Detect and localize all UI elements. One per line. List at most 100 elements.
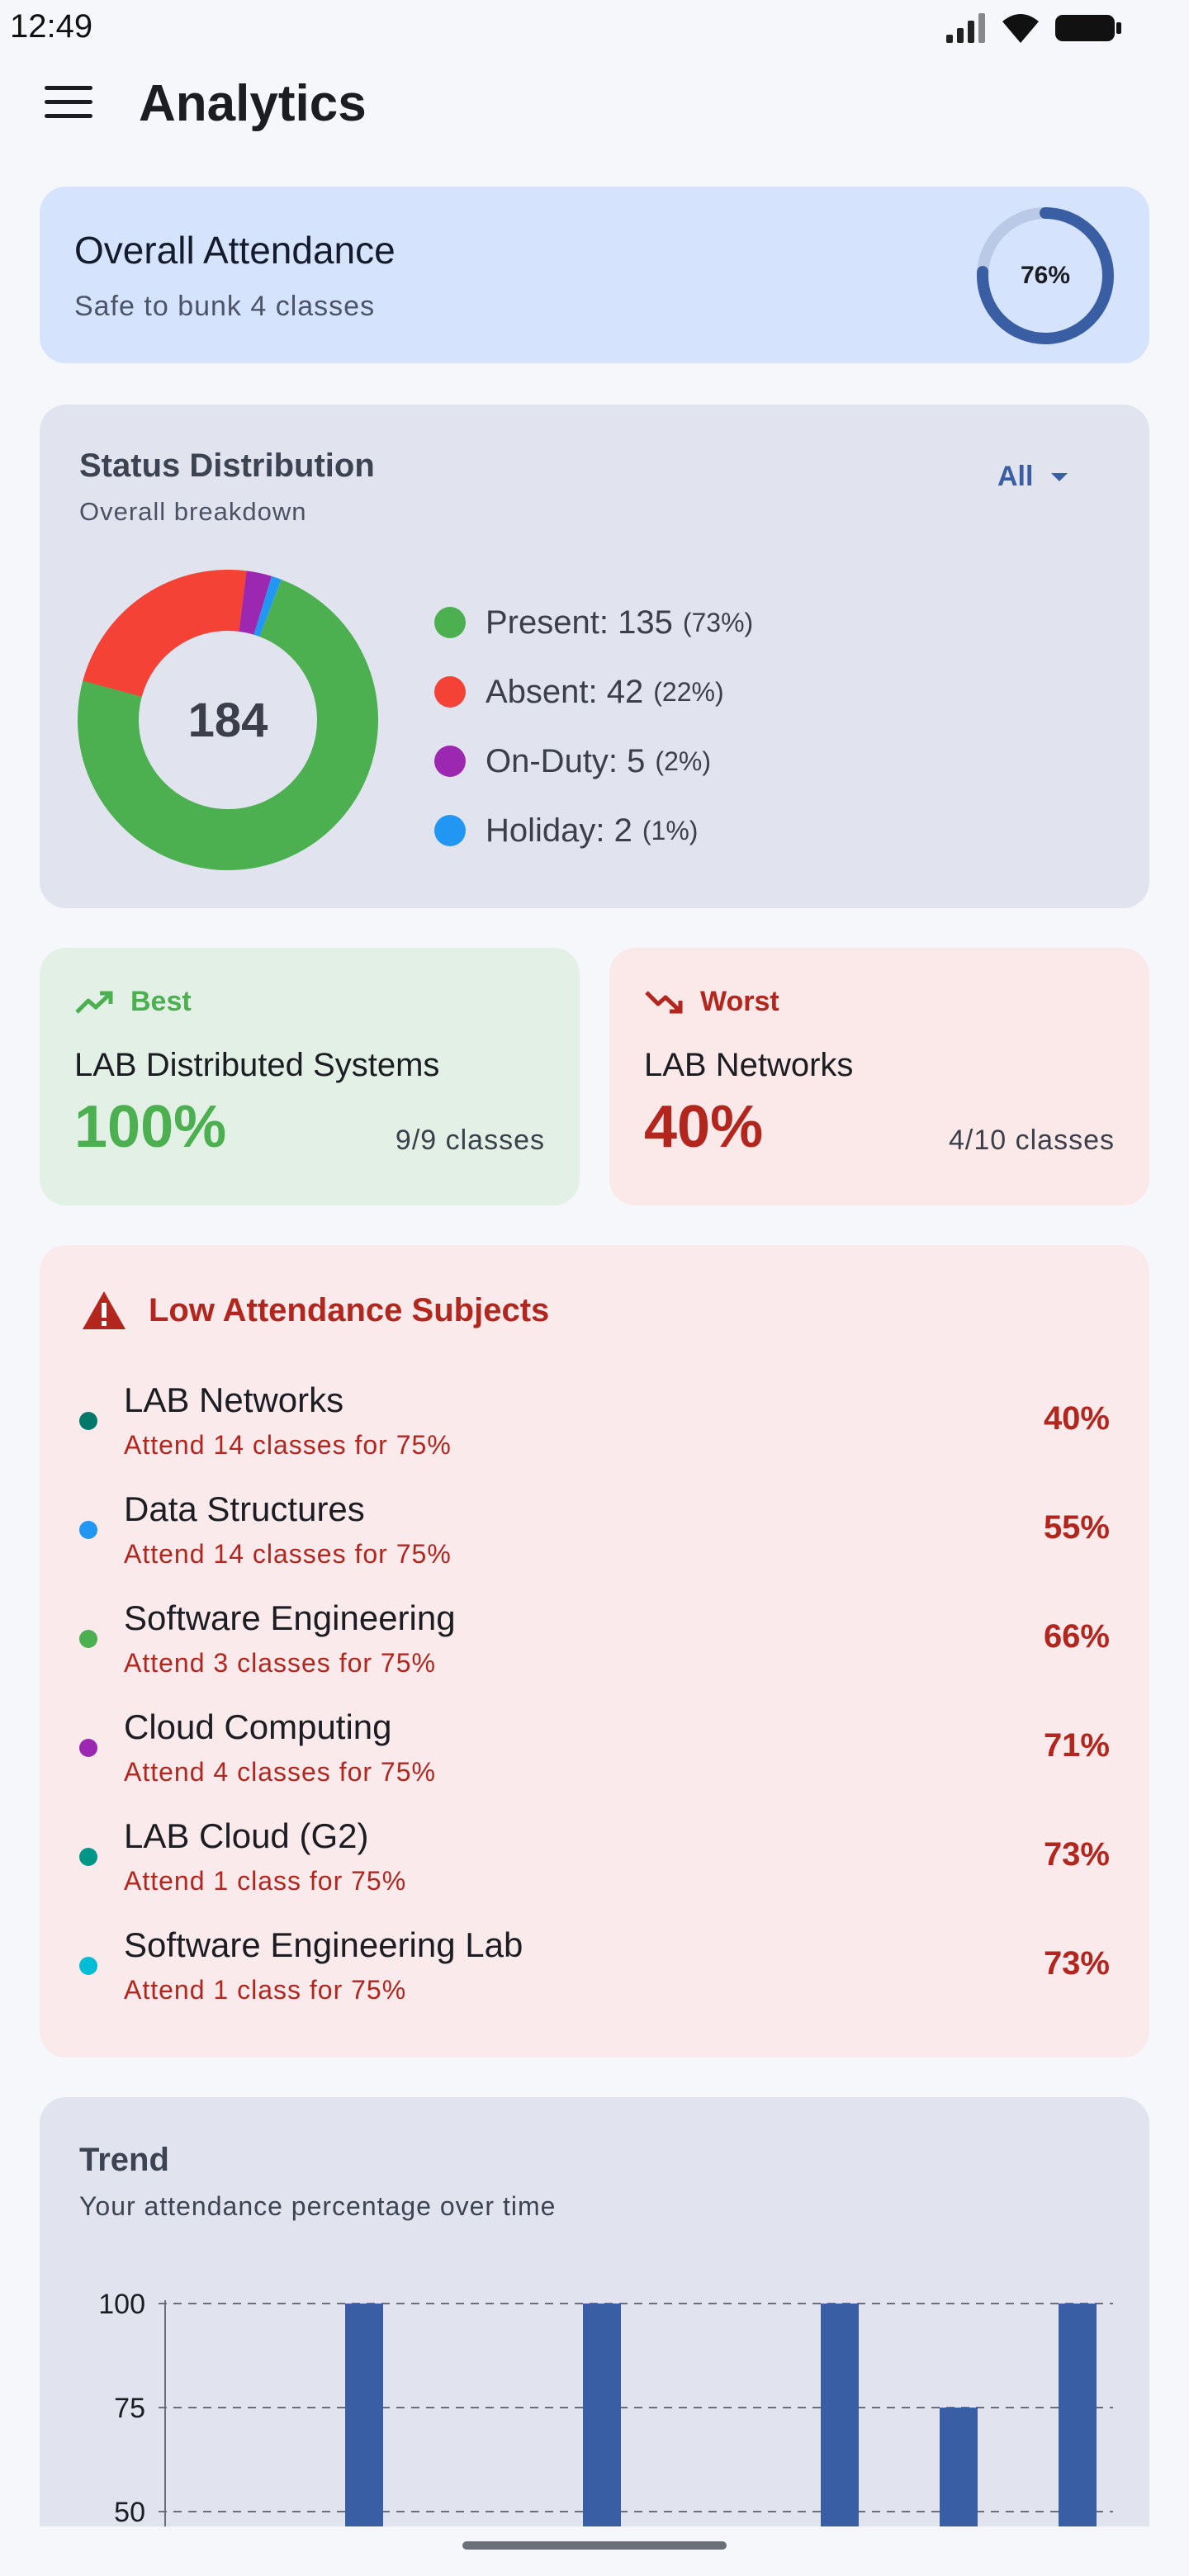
subject-color-dot (79, 1848, 97, 1866)
low-attendance-item[interactable]: Cloud Computing Attend 4 classes for 75%… (40, 1699, 1149, 1808)
y-tick-label: 50 (114, 2497, 145, 2526)
status-icons (945, 12, 1123, 45)
legend-label: Holiday: 2 (486, 812, 632, 849)
subject-requirement: Attend 14 classes for 75% (124, 1539, 452, 1569)
subject-requirement: Attend 1 class for 75% (124, 1866, 407, 1896)
low-attendance-header: Low Attendance Subjects (81, 1290, 549, 1331)
subject-requirement: Attend 1 class for 75% (124, 1975, 407, 2005)
subject-color-dot (79, 1521, 97, 1539)
subject-percent: 55% (1043, 1509, 1110, 1546)
subject-percent: 73% (1043, 1945, 1110, 1982)
legend-absent: Absent: 42 (22%) (434, 657, 753, 727)
subject-requirement: Attend 4 classes for 75% (124, 1757, 436, 1787)
status-time: 12:49 (10, 8, 93, 45)
low-attendance-item[interactable]: Software Engineering Lab Attend 1 class … (40, 1917, 1149, 2026)
low-attendance-item[interactable]: Data Structures Attend 14 classes for 75… (40, 1481, 1149, 1590)
subject-name: Cloud Computing (124, 1707, 392, 1746)
worst-tag: Worst (644, 986, 779, 1018)
legend-percent: (1%) (642, 815, 699, 845)
legend-dot-present (434, 607, 466, 638)
trend-bar (1059, 2304, 1097, 2526)
legend-label: Present: 135 (486, 604, 673, 641)
overall-percent: 76% (1020, 262, 1071, 289)
low-attendance-item[interactable]: LAB Cloud (G2) Attend 1 class for 75% 73… (40, 1808, 1149, 1917)
legend-percent: (73%) (682, 607, 754, 637)
subject-name: LAB Networks (124, 1380, 344, 1419)
trend-bar (345, 2304, 383, 2526)
trend-bar (940, 2408, 978, 2526)
status-subtitle: Overall breakdown (79, 497, 307, 526)
status-distribution-card: Status Distribution Overall breakdown Al… (40, 405, 1149, 908)
subject-color-dot (79, 1957, 97, 1975)
trending-up-icon (75, 991, 113, 1014)
low-attendance-list: LAB Networks Attend 14 classes for 75% 4… (40, 1372, 1149, 2026)
low-attendance-title: Low Attendance Subjects (149, 1291, 550, 1328)
warning-icon (83, 1291, 126, 1329)
low-attendance-item[interactable]: LAB Networks Attend 14 classes for 75% 4… (40, 1372, 1149, 1481)
y-tick-label: 75 (114, 2393, 145, 2424)
signal-icon (946, 13, 985, 43)
subject-requirement: Attend 14 classes for 75% (124, 1430, 452, 1460)
worst-percent: 40% (644, 1094, 764, 1160)
subject-percent: 66% (1043, 1618, 1110, 1655)
legend-present: Present: 135 (73%) (434, 588, 753, 657)
overall-title: Overall Attendance (74, 229, 396, 272)
subject-name: Data Structures (124, 1489, 365, 1528)
trend-card: Trend Your attendance percentage over ti… (40, 2097, 1149, 2526)
page-title: Analytics (139, 75, 367, 132)
best-subject-name: LAB Distributed Systems (74, 1047, 440, 1083)
legend-on-duty: On-Duty: 5 (2%) (434, 727, 753, 796)
low-attendance-item[interactable]: Software Engineering Attend 3 classes fo… (40, 1590, 1149, 1699)
status-total: 184 (187, 693, 268, 747)
legend-percent: (22%) (653, 676, 724, 707)
y-tick-label: 100 (98, 2289, 145, 2320)
best-tag: Best (74, 986, 192, 1018)
status-title: Status Distribution (79, 447, 375, 484)
status-legend: Present: 135 (73%) Absent: 42 (22%) On-D… (434, 588, 753, 865)
wifi-icon (1002, 14, 1039, 43)
battery-icon (1055, 15, 1121, 41)
legend-holiday: Holiday: 2 (1%) (434, 796, 753, 865)
status-donut-chart (78, 570, 378, 870)
worst-subject-card[interactable]: Worst LAB Networks 40% 4/10 classes (609, 948, 1149, 1205)
worst-subject-name: LAB Networks (644, 1047, 854, 1083)
subject-percent: 73% (1043, 1836, 1110, 1873)
subject-color-dot (79, 1739, 97, 1757)
trend-title: Trend (79, 2142, 169, 2178)
status-filter-dropdown[interactable]: All (997, 461, 1068, 493)
low-attendance-card: Low Attendance Subjects LAB Networks Att… (40, 1245, 1149, 2057)
legend-label: On-Duty: 5 (486, 742, 646, 779)
overall-progress-ring (977, 207, 1114, 344)
best-percent: 100% (74, 1094, 227, 1160)
best-tag-label: Best (130, 986, 192, 1017)
donut-slice-present (78, 570, 378, 870)
best-subject-card[interactable]: Best LAB Distributed Systems 100% 9/9 cl… (40, 948, 580, 1205)
donut-slice-on-duty (78, 570, 378, 870)
worst-classes: 4/10 classes (949, 1125, 1115, 1156)
trend-bar (583, 2304, 621, 2526)
home-indicator[interactable] (462, 2541, 727, 2550)
menu-icon[interactable] (45, 86, 92, 124)
subject-color-dot (79, 1412, 97, 1430)
subject-name: Software Engineering (124, 1598, 456, 1637)
overall-attendance-card[interactable]: Overall Attendance Safe to bunk 4 classe… (40, 187, 1149, 363)
legend-dot-holiday (434, 815, 466, 846)
legend-dot-on-duty (434, 746, 466, 777)
subject-percent: 71% (1043, 1727, 1110, 1764)
trending-down-icon (645, 990, 683, 1013)
subject-requirement: Attend 3 classes for 75% (124, 1648, 436, 1678)
overall-subtitle: Safe to bunk 4 classes (74, 291, 376, 322)
worst-tag-label: Worst (700, 986, 779, 1017)
trend-subtitle: Your attendance percentage over time (79, 2191, 557, 2221)
legend-dot-absent (434, 676, 466, 708)
subject-percent: 40% (1043, 1400, 1110, 1437)
status-filter-value: All (997, 461, 1034, 492)
legend-label: Absent: 42 (486, 673, 644, 710)
trend-bar (821, 2304, 859, 2526)
best-classes: 9/9 classes (395, 1125, 545, 1156)
chevron-down-icon (1051, 472, 1068, 481)
subject-name: LAB Cloud (G2) (124, 1816, 369, 1855)
subject-name: Software Engineering Lab (124, 1925, 523, 1964)
legend-percent: (2%) (655, 746, 711, 776)
trend-bar-chart: 100 75 50 (98, 2289, 1113, 2526)
